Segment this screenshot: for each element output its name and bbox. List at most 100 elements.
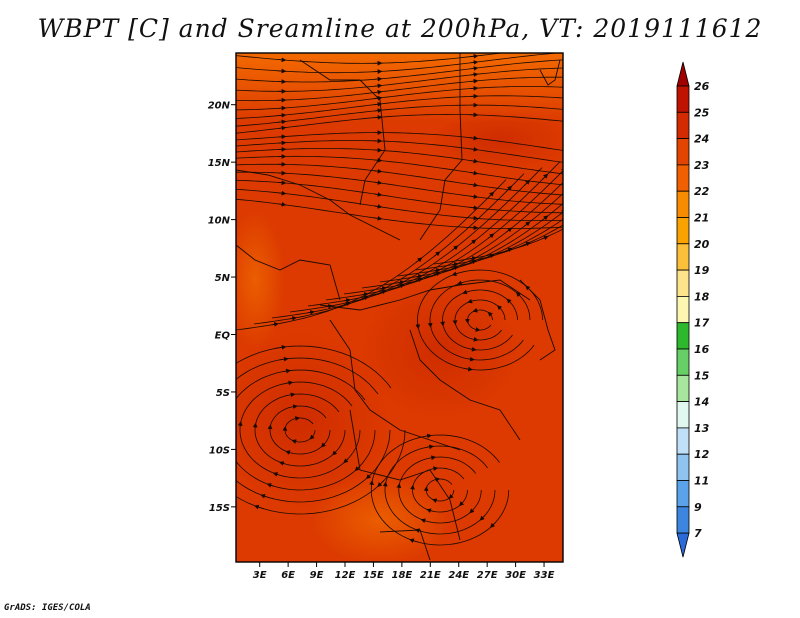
colorbar-label: 13: [694, 422, 710, 435]
colorbar-label: 17: [694, 317, 710, 330]
streamline-arrow: [277, 112, 287, 118]
streamline-arrow: [632, 145, 637, 150]
field-warm-west: [236, 210, 285, 350]
streamline-arrow: [559, 209, 563, 215]
streamline-arrow: [650, 139, 655, 144]
streamline-arrow: [451, 271, 459, 277]
field-core-northeast: [430, 110, 563, 170]
streamline: [433, 228, 563, 265]
streamline-arrow: [320, 442, 326, 448]
streamline-arrow: [373, 95, 383, 101]
streamline-arrow: [420, 518, 427, 524]
streamline-arrow: [505, 185, 513, 193]
streamline-arrow: [373, 168, 383, 174]
streamline-arrow: [266, 483, 275, 488]
streamline-arrow: [559, 167, 563, 175]
x-tick-label: 30E: [505, 570, 526, 581]
streamline-arrow: [462, 289, 468, 295]
streamline-arrow: [373, 192, 383, 197]
streamline-arrow: [596, 199, 601, 202]
x-tick-label: 27E: [477, 570, 498, 581]
colorbar-extend-bottom: [676, 532, 690, 558]
x-tick-label: 33E: [534, 570, 555, 581]
y-tick-label: 10S: [209, 445, 230, 456]
streamline-arrow: [541, 235, 549, 241]
streamline: [271, 167, 543, 319]
streamline-arrow: [468, 356, 475, 362]
streamline-arrow: [365, 472, 373, 480]
x-tick-label: 6E: [281, 570, 295, 581]
streamline: [343, 192, 563, 295]
streamlines: [210, 53, 673, 546]
streamline-arrow: [487, 191, 495, 199]
streamline: [425, 478, 455, 502]
streamline: [415, 224, 563, 271]
streamline-arrow: [426, 508, 432, 514]
streamline-arrow: [377, 479, 385, 488]
colorbar-swatch: [676, 453, 690, 481]
streamline-arrow: [424, 433, 432, 439]
streamline-arrow: [467, 298, 473, 304]
colorbar-label: 22: [694, 185, 710, 198]
x-tick-label: 21E: [420, 570, 441, 581]
streamline-arrow: [469, 60, 479, 65]
streamline-arrow: [275, 344, 287, 350]
x-tick-label: 18E: [391, 570, 412, 581]
colorbar-label: 20: [694, 238, 710, 251]
field-warm-south: [310, 475, 450, 562]
streamline-arrow: [427, 444, 435, 450]
y-tick-label: 5N: [215, 273, 231, 284]
streamline-arrow: [523, 221, 531, 227]
x-tick-label: 9E: [310, 570, 324, 581]
streamline-arrow: [277, 125, 287, 131]
streamline: [307, 170, 563, 307]
colorbar-label: 24: [694, 133, 709, 146]
streamline-arrow: [260, 493, 270, 499]
colorbar-label: 26: [694, 80, 710, 93]
streamline-arrow: [285, 450, 291, 455]
x-tick-label: 3E: [253, 570, 267, 581]
streamline-arrow: [523, 179, 531, 187]
streamline-arrow: [541, 173, 549, 181]
streamline-arrow: [343, 458, 349, 464]
map-frame: [235, 52, 564, 563]
streamline-arrow: [469, 135, 479, 141]
streamline-arrow: [525, 285, 531, 291]
streamline-arrow: [433, 268, 441, 273]
streamline: [429, 279, 531, 361]
streamline: [284, 417, 316, 443]
streamline-arrow: [309, 434, 315, 440]
colorbar-label: 11: [694, 475, 709, 488]
streamline-arrow: [541, 215, 549, 221]
streamline-arrow: [373, 204, 383, 209]
streamline-arrow: [278, 461, 285, 466]
colorbar-swatch: [676, 348, 690, 376]
streamline: [236, 345, 406, 515]
streamline-arrow: [469, 158, 479, 164]
streamline-arrow: [469, 170, 479, 176]
x-tick-label: 15E: [363, 570, 384, 581]
streamline-arrow: [282, 368, 291, 374]
streamline-arrow: [210, 420, 211, 426]
colorbar-swatch: [676, 111, 690, 140]
x-tick-label: 12E: [335, 570, 356, 581]
x-axis: 3E 6E 9E 12E 15E 18E 21E 24E 27E 30E 33E: [253, 562, 555, 581]
streamline-arrow: [469, 53, 479, 59]
streamline: [370, 434, 510, 546]
streamline-arrow: [332, 450, 338, 456]
streamline-arrow: [668, 133, 673, 138]
streamline-arrow: [369, 480, 374, 487]
streamline-arrow: [409, 538, 417, 544]
streamline-arrow: [286, 380, 294, 386]
streamline: [325, 181, 563, 301]
streamline: [236, 369, 376, 491]
colorbar-label: 15: [694, 369, 710, 382]
colorbar-label: 16: [694, 343, 710, 356]
streamline-arrow: [456, 280, 464, 286]
streamline-arrow: [373, 215, 383, 221]
streamline-arrow: [505, 227, 513, 233]
colorbar-swatch: [676, 269, 690, 297]
streamline: [384, 445, 496, 535]
streamline-arrow: [307, 310, 315, 315]
